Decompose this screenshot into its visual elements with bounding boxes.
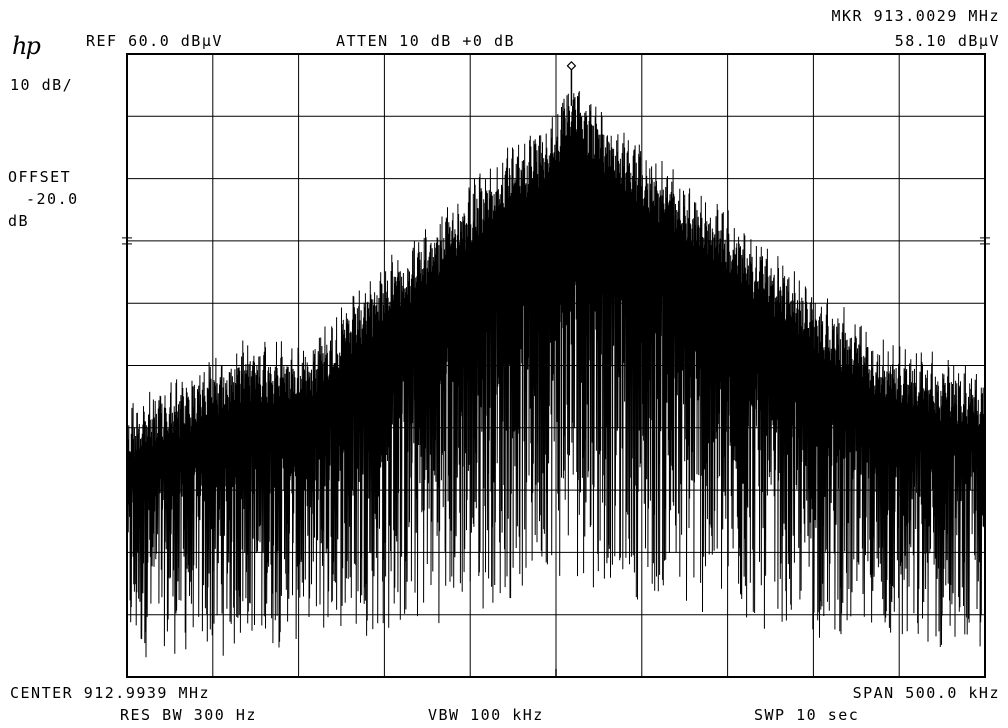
- sweep-time-label: SWP 10 sec: [754, 706, 860, 724]
- marker-level-label: 58.10 dBμV: [894, 32, 1000, 50]
- offset-unit: dB: [8, 212, 30, 230]
- spectrum-trace: [126, 91, 986, 658]
- scale-label: 10 dB/: [10, 76, 74, 94]
- offset-value: -20.0: [26, 190, 79, 208]
- span-label: SPAN 500.0 kHz: [852, 684, 1000, 702]
- marker-frequency-label: MKR 913.0029 MHz: [831, 7, 1000, 25]
- resolution-bandwidth-label: RES BW 300 Hz: [120, 706, 257, 724]
- video-bandwidth-label: VBW 100 kHz: [428, 706, 544, 724]
- ref-level-label: REF 60.0 dBμV: [86, 32, 223, 50]
- attenuation-label: ATTEN 10 dB +0 dB: [336, 32, 516, 50]
- offset-label: OFFSET: [8, 168, 72, 186]
- marker-diamond: [566, 60, 577, 71]
- hp-logo: hp: [12, 32, 41, 60]
- center-frequency-label: CENTER 912.9939 MHz: [10, 684, 211, 702]
